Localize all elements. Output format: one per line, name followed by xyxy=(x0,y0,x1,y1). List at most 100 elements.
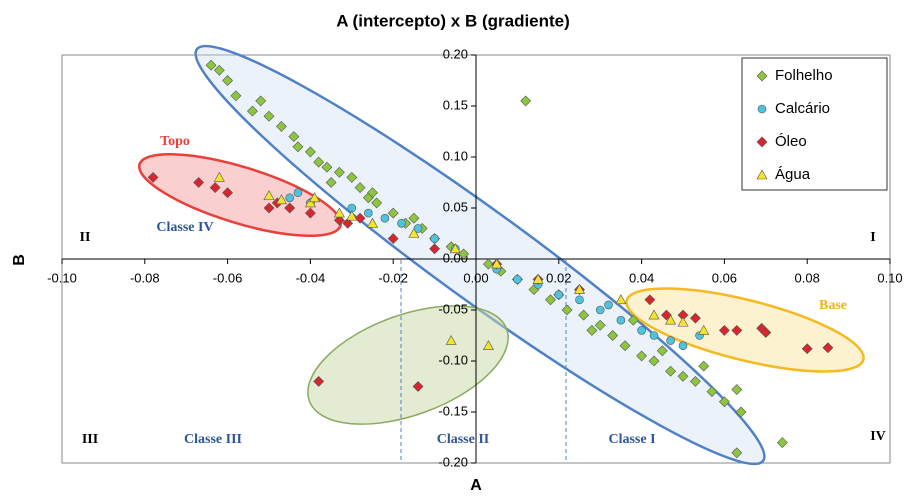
point xyxy=(263,110,275,122)
point xyxy=(304,146,316,158)
x-tick-label: -0.06 xyxy=(213,270,243,285)
legend-marker xyxy=(756,70,768,82)
x-tick-label: -0.10 xyxy=(47,270,77,285)
point xyxy=(648,309,660,320)
point xyxy=(342,217,354,229)
point xyxy=(309,192,321,203)
y-tick-label: 0.15 xyxy=(443,97,468,112)
point xyxy=(147,171,159,183)
point xyxy=(387,207,399,219)
point xyxy=(731,324,743,336)
y-tick-label: -0.15 xyxy=(438,403,468,418)
point xyxy=(482,340,494,351)
point xyxy=(520,95,532,107)
annotation: II xyxy=(80,230,91,245)
point xyxy=(325,177,337,188)
legend xyxy=(741,57,888,191)
point xyxy=(575,295,584,305)
point xyxy=(285,193,295,203)
point xyxy=(656,345,668,357)
point xyxy=(292,141,304,153)
point xyxy=(578,309,590,321)
point xyxy=(213,171,225,182)
point xyxy=(615,294,627,305)
annotation: Classe IV xyxy=(156,220,213,235)
point xyxy=(604,300,613,310)
point xyxy=(718,396,730,408)
y-tick-label: 0.20 xyxy=(443,46,468,61)
point xyxy=(801,343,813,355)
annotation: Base xyxy=(819,298,847,313)
x-tick-label: 0.06 xyxy=(712,270,737,285)
y-tick-label: -0.20 xyxy=(438,454,468,469)
point xyxy=(429,243,441,255)
point xyxy=(380,213,390,223)
legend-label: Calcário xyxy=(775,100,830,117)
x-axis-label: A xyxy=(470,477,482,494)
point xyxy=(822,342,834,354)
point xyxy=(275,194,287,205)
y-tick-label: 0.10 xyxy=(443,148,468,163)
point xyxy=(607,330,619,341)
point xyxy=(313,375,325,387)
ellipse xyxy=(194,44,766,466)
point xyxy=(561,304,573,316)
point xyxy=(430,234,439,243)
y-tick-label: -0.10 xyxy=(438,352,468,367)
x-tick-label: -0.04 xyxy=(296,270,326,285)
point xyxy=(354,212,366,224)
point xyxy=(689,375,701,387)
legend-marker xyxy=(756,136,768,148)
point xyxy=(346,171,358,183)
point xyxy=(595,305,605,315)
y-tick-label: -0.05 xyxy=(438,301,468,316)
point xyxy=(648,355,660,367)
point xyxy=(532,273,544,284)
point xyxy=(677,370,689,382)
point xyxy=(333,166,345,178)
point xyxy=(304,207,316,219)
point xyxy=(263,190,275,201)
point xyxy=(408,227,420,238)
point xyxy=(387,233,399,245)
annotation: I xyxy=(870,230,875,245)
point xyxy=(255,95,267,107)
point xyxy=(698,324,710,335)
point xyxy=(594,319,606,331)
annotation: Classe II xyxy=(437,432,490,447)
point xyxy=(689,312,701,324)
point xyxy=(313,156,325,168)
point xyxy=(247,105,258,117)
point xyxy=(554,290,564,300)
point xyxy=(482,258,494,270)
annotation: Classe I xyxy=(608,432,655,447)
point xyxy=(371,197,383,209)
point xyxy=(677,316,689,327)
point xyxy=(665,365,677,377)
point xyxy=(644,294,656,306)
point xyxy=(367,187,378,199)
point xyxy=(288,131,300,143)
y-tick-label: 0.05 xyxy=(443,199,468,214)
point xyxy=(333,214,345,226)
point xyxy=(573,283,586,294)
annotation: Topo xyxy=(160,134,190,149)
annotation: IV xyxy=(870,429,886,444)
point xyxy=(449,243,461,254)
point xyxy=(346,210,358,221)
point xyxy=(205,59,217,71)
point xyxy=(627,314,639,326)
point xyxy=(354,182,366,194)
ellipse xyxy=(307,305,509,425)
point xyxy=(193,177,205,188)
point xyxy=(408,212,420,224)
point xyxy=(513,275,522,284)
point xyxy=(263,202,275,214)
point xyxy=(333,207,345,218)
x-tick-label: -0.02 xyxy=(378,270,408,285)
x-tick-label: 0.00 xyxy=(463,270,488,285)
point xyxy=(545,294,556,306)
point xyxy=(731,447,743,459)
point xyxy=(706,386,718,398)
annotation: III xyxy=(82,432,98,447)
